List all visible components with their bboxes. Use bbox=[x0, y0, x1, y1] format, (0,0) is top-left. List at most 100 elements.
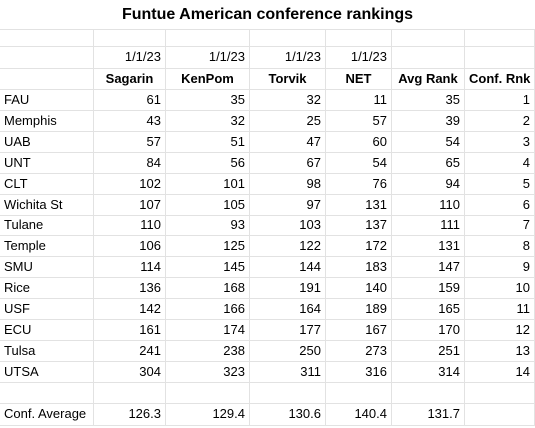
table-cell[interactable]: 56 bbox=[166, 152, 250, 174]
table-cell[interactable]: 84 bbox=[94, 152, 166, 174]
average-cell[interactable] bbox=[465, 404, 535, 426]
table-cell[interactable]: 57 bbox=[94, 131, 166, 153]
table-cell[interactable]: 7 bbox=[465, 215, 535, 237]
date-cell[interactable]: 1/1/23 bbox=[166, 47, 250, 69]
table-cell[interactable]: 14 bbox=[465, 361, 535, 383]
table-cell[interactable]: 39 bbox=[392, 110, 465, 132]
average-cell[interactable]: 130.6 bbox=[250, 404, 326, 426]
table-cell[interactable]: UNT bbox=[0, 152, 94, 174]
table-cell[interactable]: 1 bbox=[465, 90, 535, 111]
empty-cell[interactable] bbox=[94, 383, 166, 404]
table-cell[interactable]: 137 bbox=[326, 215, 392, 237]
table-cell[interactable]: 54 bbox=[392, 131, 465, 153]
table-cell[interactable]: 140 bbox=[326, 278, 392, 300]
table-cell[interactable]: UAB bbox=[0, 131, 94, 153]
table-cell[interactable]: 316 bbox=[326, 361, 392, 383]
average-cell[interactable]: 140.4 bbox=[326, 404, 392, 426]
table-cell[interactable]: 304 bbox=[94, 361, 166, 383]
empty-cell[interactable] bbox=[250, 30, 326, 47]
date-cell[interactable] bbox=[392, 47, 465, 69]
empty-cell[interactable] bbox=[392, 30, 465, 47]
empty-cell[interactable] bbox=[166, 30, 250, 47]
table-cell[interactable]: Temple bbox=[0, 236, 94, 258]
empty-cell[interactable] bbox=[166, 383, 250, 404]
table-cell[interactable]: 43 bbox=[94, 110, 166, 132]
table-cell[interactable]: 12 bbox=[465, 319, 535, 341]
table-cell[interactable]: 11 bbox=[326, 90, 392, 111]
table-cell[interactable]: 170 bbox=[392, 319, 465, 341]
table-cell[interactable]: 142 bbox=[94, 299, 166, 320]
table-cell[interactable]: 183 bbox=[326, 257, 392, 279]
table-cell[interactable]: 101 bbox=[166, 173, 250, 195]
column-header-cell[interactable]: KenPom bbox=[166, 69, 250, 90]
table-cell[interactable]: 177 bbox=[250, 319, 326, 341]
table-cell[interactable]: 273 bbox=[326, 340, 392, 362]
table-cell[interactable]: 314 bbox=[392, 361, 465, 383]
table-cell[interactable]: SMU bbox=[0, 257, 94, 279]
table-cell[interactable]: 4 bbox=[465, 152, 535, 174]
table-cell[interactable]: 189 bbox=[326, 299, 392, 320]
table-cell[interactable]: FAU bbox=[0, 90, 94, 111]
table-cell[interactable]: 32 bbox=[166, 110, 250, 132]
table-cell[interactable]: 238 bbox=[166, 340, 250, 362]
table-cell[interactable]: 191 bbox=[250, 278, 326, 300]
table-cell[interactable]: 103 bbox=[250, 215, 326, 237]
table-cell[interactable]: 61 bbox=[94, 90, 166, 111]
table-cell[interactable]: 131 bbox=[392, 236, 465, 258]
table-cell[interactable]: 32 bbox=[250, 90, 326, 111]
date-cell[interactable]: 1/1/23 bbox=[94, 47, 166, 69]
table-cell[interactable]: 147 bbox=[392, 257, 465, 279]
table-cell[interactable]: Memphis bbox=[0, 110, 94, 132]
empty-cell[interactable] bbox=[94, 30, 166, 47]
table-cell[interactable]: 323 bbox=[166, 361, 250, 383]
table-cell[interactable]: CLT bbox=[0, 173, 94, 195]
table-cell[interactable]: 164 bbox=[250, 299, 326, 320]
table-cell[interactable]: 5 bbox=[465, 173, 535, 195]
table-cell[interactable]: 47 bbox=[250, 131, 326, 153]
table-cell[interactable]: 10 bbox=[465, 278, 535, 300]
column-header-cell[interactable] bbox=[0, 69, 94, 90]
table-cell[interactable]: 241 bbox=[94, 340, 166, 362]
column-header-cell[interactable]: Avg Rank bbox=[392, 69, 465, 90]
table-cell[interactable]: 167 bbox=[326, 319, 392, 341]
column-header-cell[interactable]: Sagarin bbox=[94, 69, 166, 90]
sheet-title[interactable]: Funtue American conference rankings bbox=[0, 0, 535, 30]
date-cell[interactable] bbox=[465, 47, 535, 69]
column-header-cell[interactable]: NET bbox=[326, 69, 392, 90]
table-cell[interactable]: 93 bbox=[166, 215, 250, 237]
table-cell[interactable]: 76 bbox=[326, 173, 392, 195]
table-cell[interactable]: 125 bbox=[166, 236, 250, 258]
table-cell[interactable]: 251 bbox=[392, 340, 465, 362]
table-cell[interactable]: 107 bbox=[94, 194, 166, 216]
table-cell[interactable]: 111 bbox=[392, 215, 465, 237]
table-cell[interactable]: 67 bbox=[250, 152, 326, 174]
table-cell[interactable]: 311 bbox=[250, 361, 326, 383]
empty-cell[interactable] bbox=[326, 383, 392, 404]
table-cell[interactable]: 98 bbox=[250, 173, 326, 195]
average-cell[interactable]: 131.7 bbox=[392, 404, 465, 426]
table-cell[interactable]: 161 bbox=[94, 319, 166, 341]
average-cell[interactable]: 126.3 bbox=[94, 404, 166, 426]
table-cell[interactable]: 110 bbox=[392, 194, 465, 216]
table-cell[interactable]: 144 bbox=[250, 257, 326, 279]
empty-cell[interactable] bbox=[465, 383, 535, 404]
table-cell[interactable]: 136 bbox=[94, 278, 166, 300]
table-cell[interactable]: 106 bbox=[94, 236, 166, 258]
table-cell[interactable]: 159 bbox=[392, 278, 465, 300]
empty-cell[interactable] bbox=[250, 383, 326, 404]
table-cell[interactable]: 54 bbox=[326, 152, 392, 174]
table-cell[interactable]: 13 bbox=[465, 340, 535, 362]
table-cell[interactable]: 2 bbox=[465, 110, 535, 132]
table-cell[interactable]: 9 bbox=[465, 257, 535, 279]
date-cell[interactable]: 1/1/23 bbox=[250, 47, 326, 69]
table-cell[interactable]: 60 bbox=[326, 131, 392, 153]
table-cell[interactable]: 168 bbox=[166, 278, 250, 300]
table-cell[interactable]: USF bbox=[0, 299, 94, 320]
table-cell[interactable]: 97 bbox=[250, 194, 326, 216]
table-cell[interactable]: 165 bbox=[392, 299, 465, 320]
table-cell[interactable]: 122 bbox=[250, 236, 326, 258]
table-cell[interactable]: 94 bbox=[392, 173, 465, 195]
empty-cell[interactable] bbox=[465, 30, 535, 47]
column-header-cell[interactable]: Torvik bbox=[250, 69, 326, 90]
table-cell[interactable]: 57 bbox=[326, 110, 392, 132]
